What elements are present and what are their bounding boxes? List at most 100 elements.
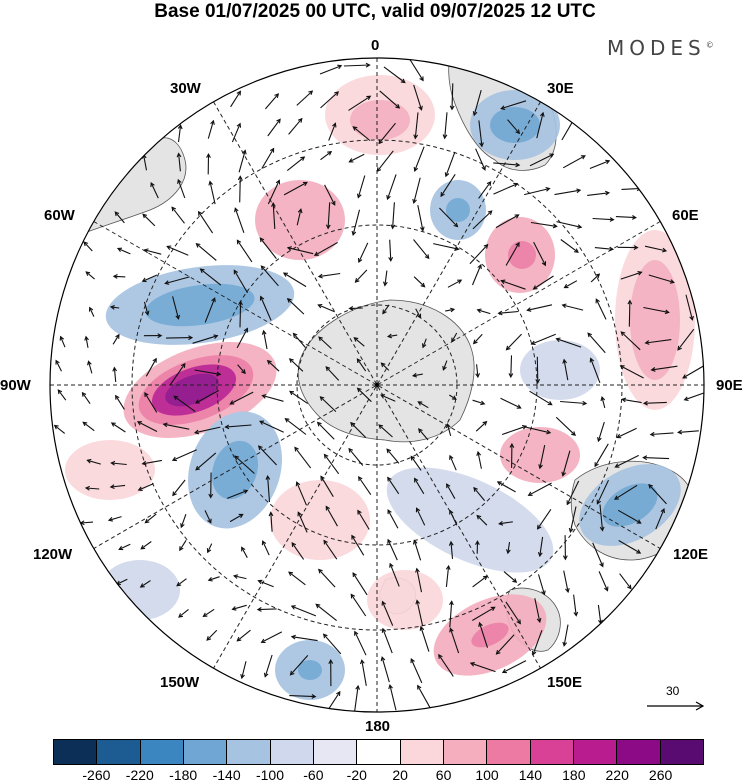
- wind-vector: [378, 424, 393, 438]
- wind-vector: [352, 126, 371, 141]
- wind-vector: [231, 123, 241, 143]
- copyright-mark: ©: [705, 40, 714, 50]
- wind-vector: [500, 397, 521, 409]
- wind-vector-head: [334, 91, 340, 96]
- wind-vector: [289, 390, 309, 405]
- wind-vector: [537, 508, 552, 530]
- wind-vector-head: [195, 242, 201, 248]
- wind-vector: [357, 175, 366, 198]
- wind-vector-head: [297, 511, 302, 517]
- wind-vector: [236, 328, 248, 349]
- wind-vector: [413, 239, 430, 259]
- wind-vector-head: [356, 193, 362, 199]
- wind-vector: [225, 424, 252, 428]
- wind-vector-head: [621, 397, 627, 403]
- wind-vector-head: [616, 433, 622, 439]
- wind-vector-head: [241, 369, 246, 375]
- wind-vector-head: [648, 483, 653, 489]
- wind-vector: [353, 337, 365, 347]
- wind-vector-head: [114, 211, 120, 217]
- wind-vector: [350, 422, 367, 438]
- wind-vector: [615, 454, 639, 468]
- wind-vector-head: [241, 546, 246, 552]
- wind-vector-head: [141, 460, 147, 466]
- wind-vector-head: [325, 505, 330, 511]
- wind-vector: [554, 189, 581, 196]
- wind-vector-head: [365, 62, 371, 68]
- wind-vector: [288, 571, 306, 586]
- wind-vector-head: [450, 307, 456, 313]
- wind-vector-head: [473, 486, 478, 492]
- wind-vector: [414, 478, 425, 495]
- wind-vector: [473, 487, 486, 501]
- wind-vector-head: [539, 111, 545, 117]
- wind-vector: [54, 425, 66, 434]
- wind-vector: [204, 510, 212, 523]
- colorbar-tick-label: 220: [605, 767, 629, 783]
- wind-vector-head: [263, 672, 269, 678]
- wind-vector: [323, 633, 342, 655]
- wind-vector-head: [317, 273, 323, 279]
- wind-vector: [413, 373, 423, 377]
- wind-vector-head: [476, 450, 482, 456]
- wind-vector-head: [522, 424, 528, 430]
- colorbar-tick-label: -60: [303, 767, 324, 783]
- wind-vector: [241, 661, 247, 679]
- lon-label-0: 0: [371, 37, 380, 54]
- wind-vector-head: [536, 617, 542, 624]
- wind-vector: [262, 540, 270, 556]
- wind-vector-head: [85, 271, 91, 276]
- modes-brand-logo: MODES©: [607, 36, 714, 60]
- wind-vector-head: [599, 562, 604, 568]
- wind-vector-head: [388, 256, 394, 262]
- wind-vector: [495, 214, 519, 229]
- wind-vector: [507, 542, 511, 554]
- wind-vector: [496, 634, 515, 655]
- wind-vector: [620, 365, 644, 379]
- wind-vector-head: [265, 474, 271, 480]
- wind-vector: [524, 187, 550, 196]
- wind-vector-head: [332, 122, 337, 128]
- wind-vector: [648, 274, 674, 283]
- wind-vector-head: [500, 105, 506, 110]
- wind-vector: [285, 418, 307, 435]
- wind-vector: [289, 695, 316, 698]
- wind-vector-head: [505, 549, 511, 555]
- wind-vector-head: [236, 239, 242, 245]
- wind-vector-head: [234, 207, 239, 213]
- wind-vector: [476, 515, 488, 526]
- wind-vector: [594, 443, 609, 467]
- wind-vector: [143, 301, 149, 315]
- wind-vector-head: [497, 310, 503, 316]
- wind-vector-head: [451, 337, 456, 343]
- wind-vectors: [53, 58, 704, 712]
- wind-vector-head: [213, 334, 219, 339]
- wind-vector: [55, 360, 62, 372]
- wind-vector-head: [112, 366, 118, 372]
- wind-vector-head: [357, 509, 362, 515]
- wind-vector-head: [357, 257, 363, 264]
- reference-vector-arrow: [647, 701, 705, 711]
- wind-vector: [318, 304, 335, 313]
- wind-vector: [501, 280, 526, 290]
- wind-vector-head: [573, 611, 579, 617]
- wind-vector-head: [152, 357, 157, 363]
- wind-vector-head: [193, 429, 200, 435]
- wind-vector-head: [400, 78, 406, 84]
- wind-vector: [415, 308, 421, 318]
- wind-vector-head: [261, 540, 267, 546]
- wind-vector-head: [261, 394, 267, 399]
- wind-vector-head: [286, 246, 292, 251]
- wind-vector: [620, 271, 642, 280]
- wind-vector-head: [568, 527, 574, 534]
- wind-vector: [234, 455, 255, 474]
- wind-vector-head: [211, 297, 216, 303]
- wind-vector: [563, 570, 569, 593]
- wind-vector: [382, 628, 393, 654]
- wind-vector: [177, 125, 182, 143]
- wind-vector: [150, 182, 159, 199]
- wind-vector-head: [388, 683, 393, 690]
- wind-vector-head: [633, 245, 639, 250]
- wind-vector-head: [115, 394, 120, 400]
- wind-vector-head: [308, 90, 314, 95]
